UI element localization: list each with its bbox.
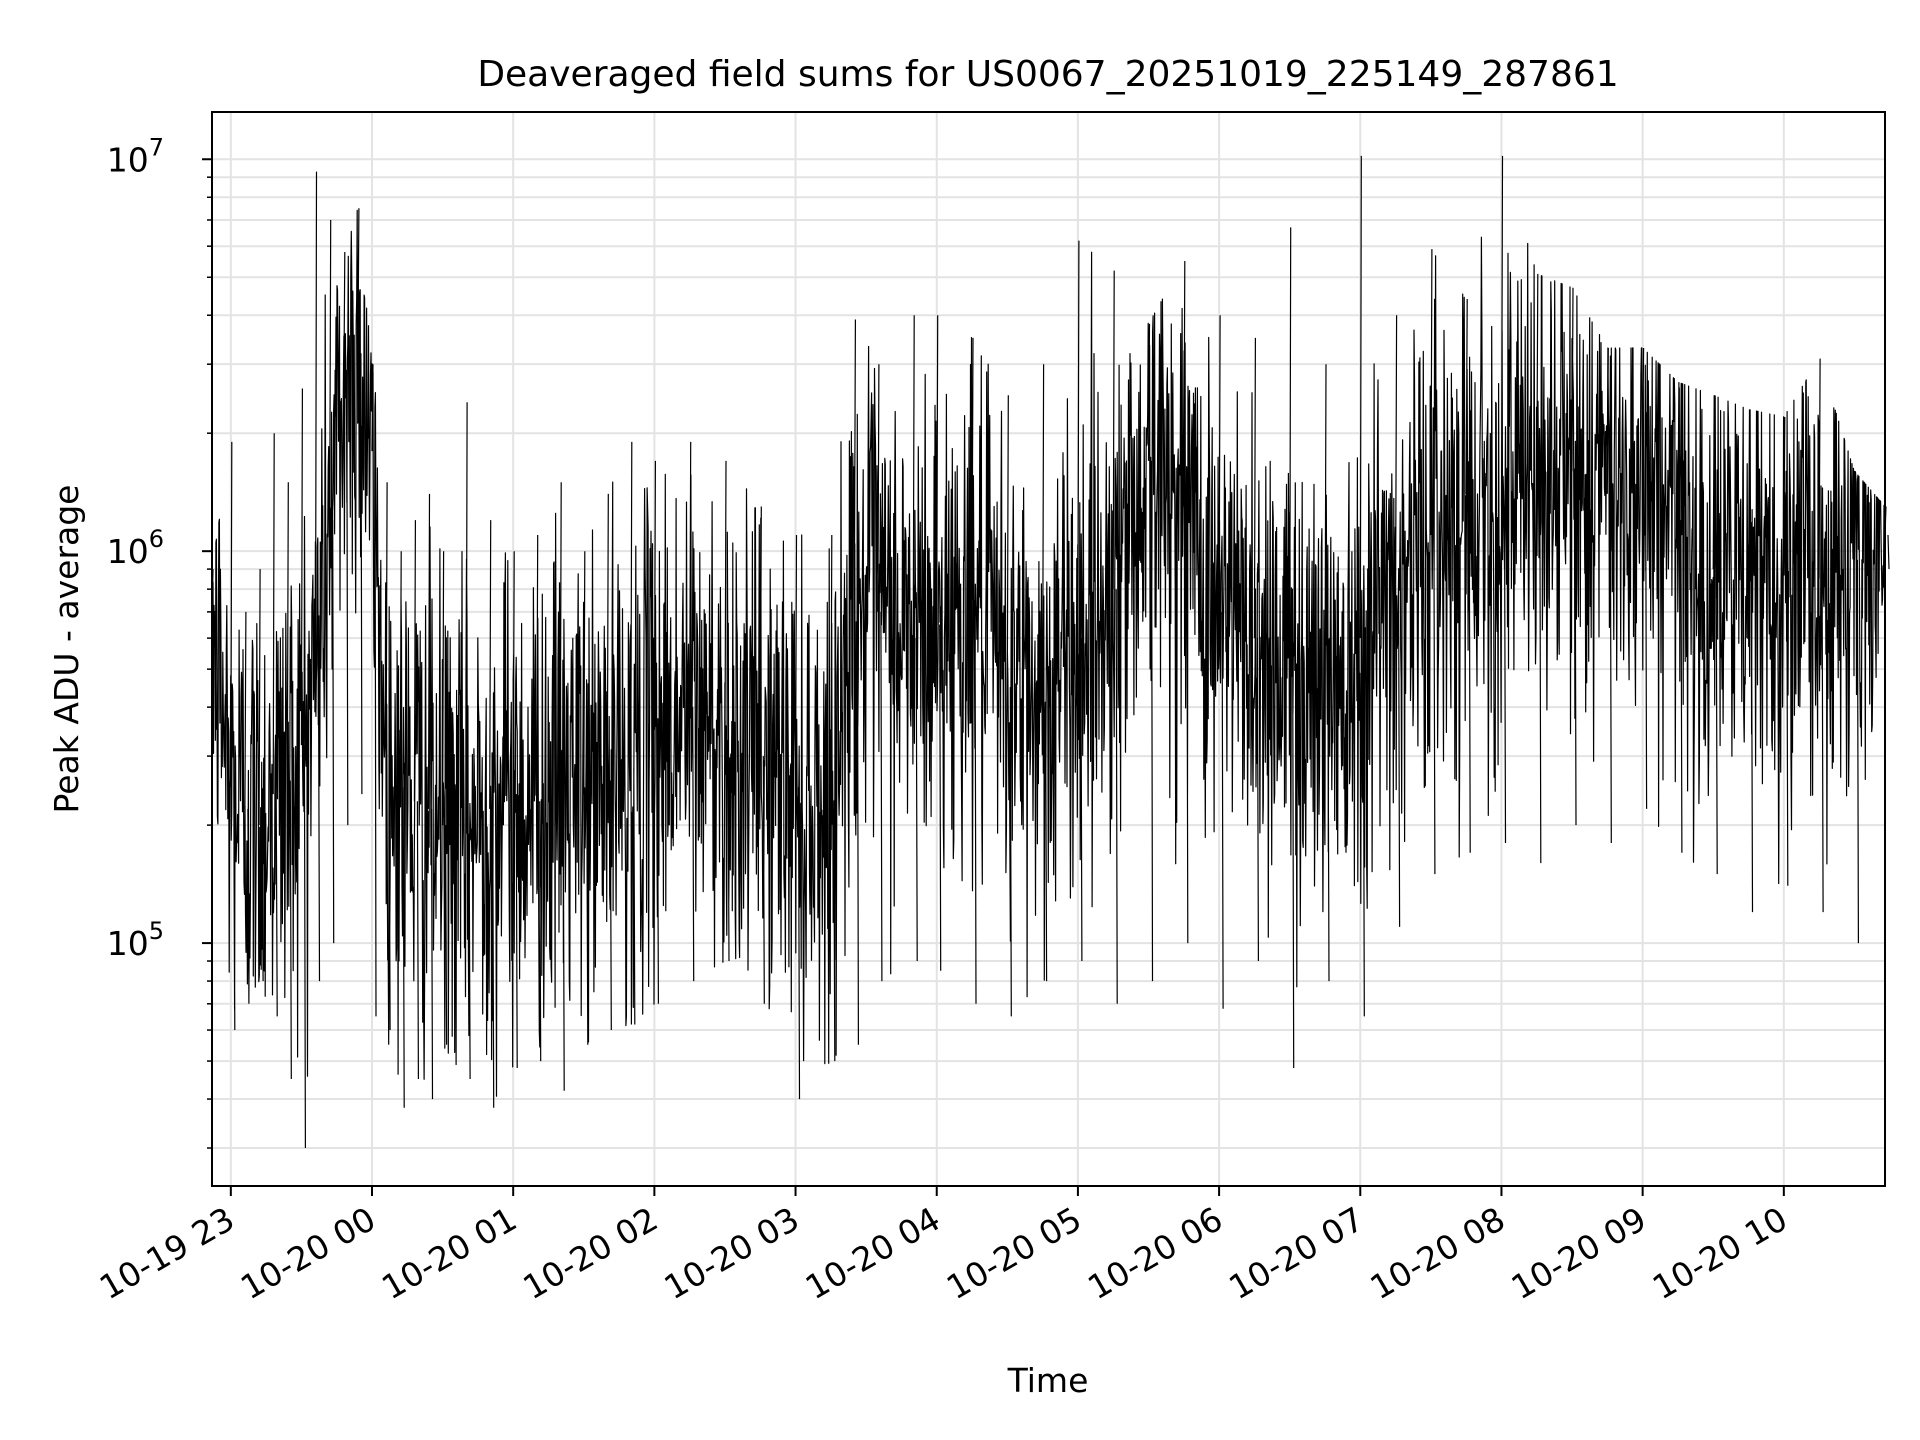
y-tick-label: 106 xyxy=(107,525,164,571)
x-axis-label: Time xyxy=(1007,1361,1089,1400)
data-series xyxy=(211,155,1890,1149)
y-tick-label: 107 xyxy=(107,133,164,179)
series-line xyxy=(211,155,1890,1149)
y-axis-label: Peak ADU - average xyxy=(47,485,86,814)
chart-title: Deaveraged field sums for US0067_2025101… xyxy=(477,54,1618,95)
y-tick-label: 105 xyxy=(107,917,164,963)
plot-frame xyxy=(211,111,1886,1187)
